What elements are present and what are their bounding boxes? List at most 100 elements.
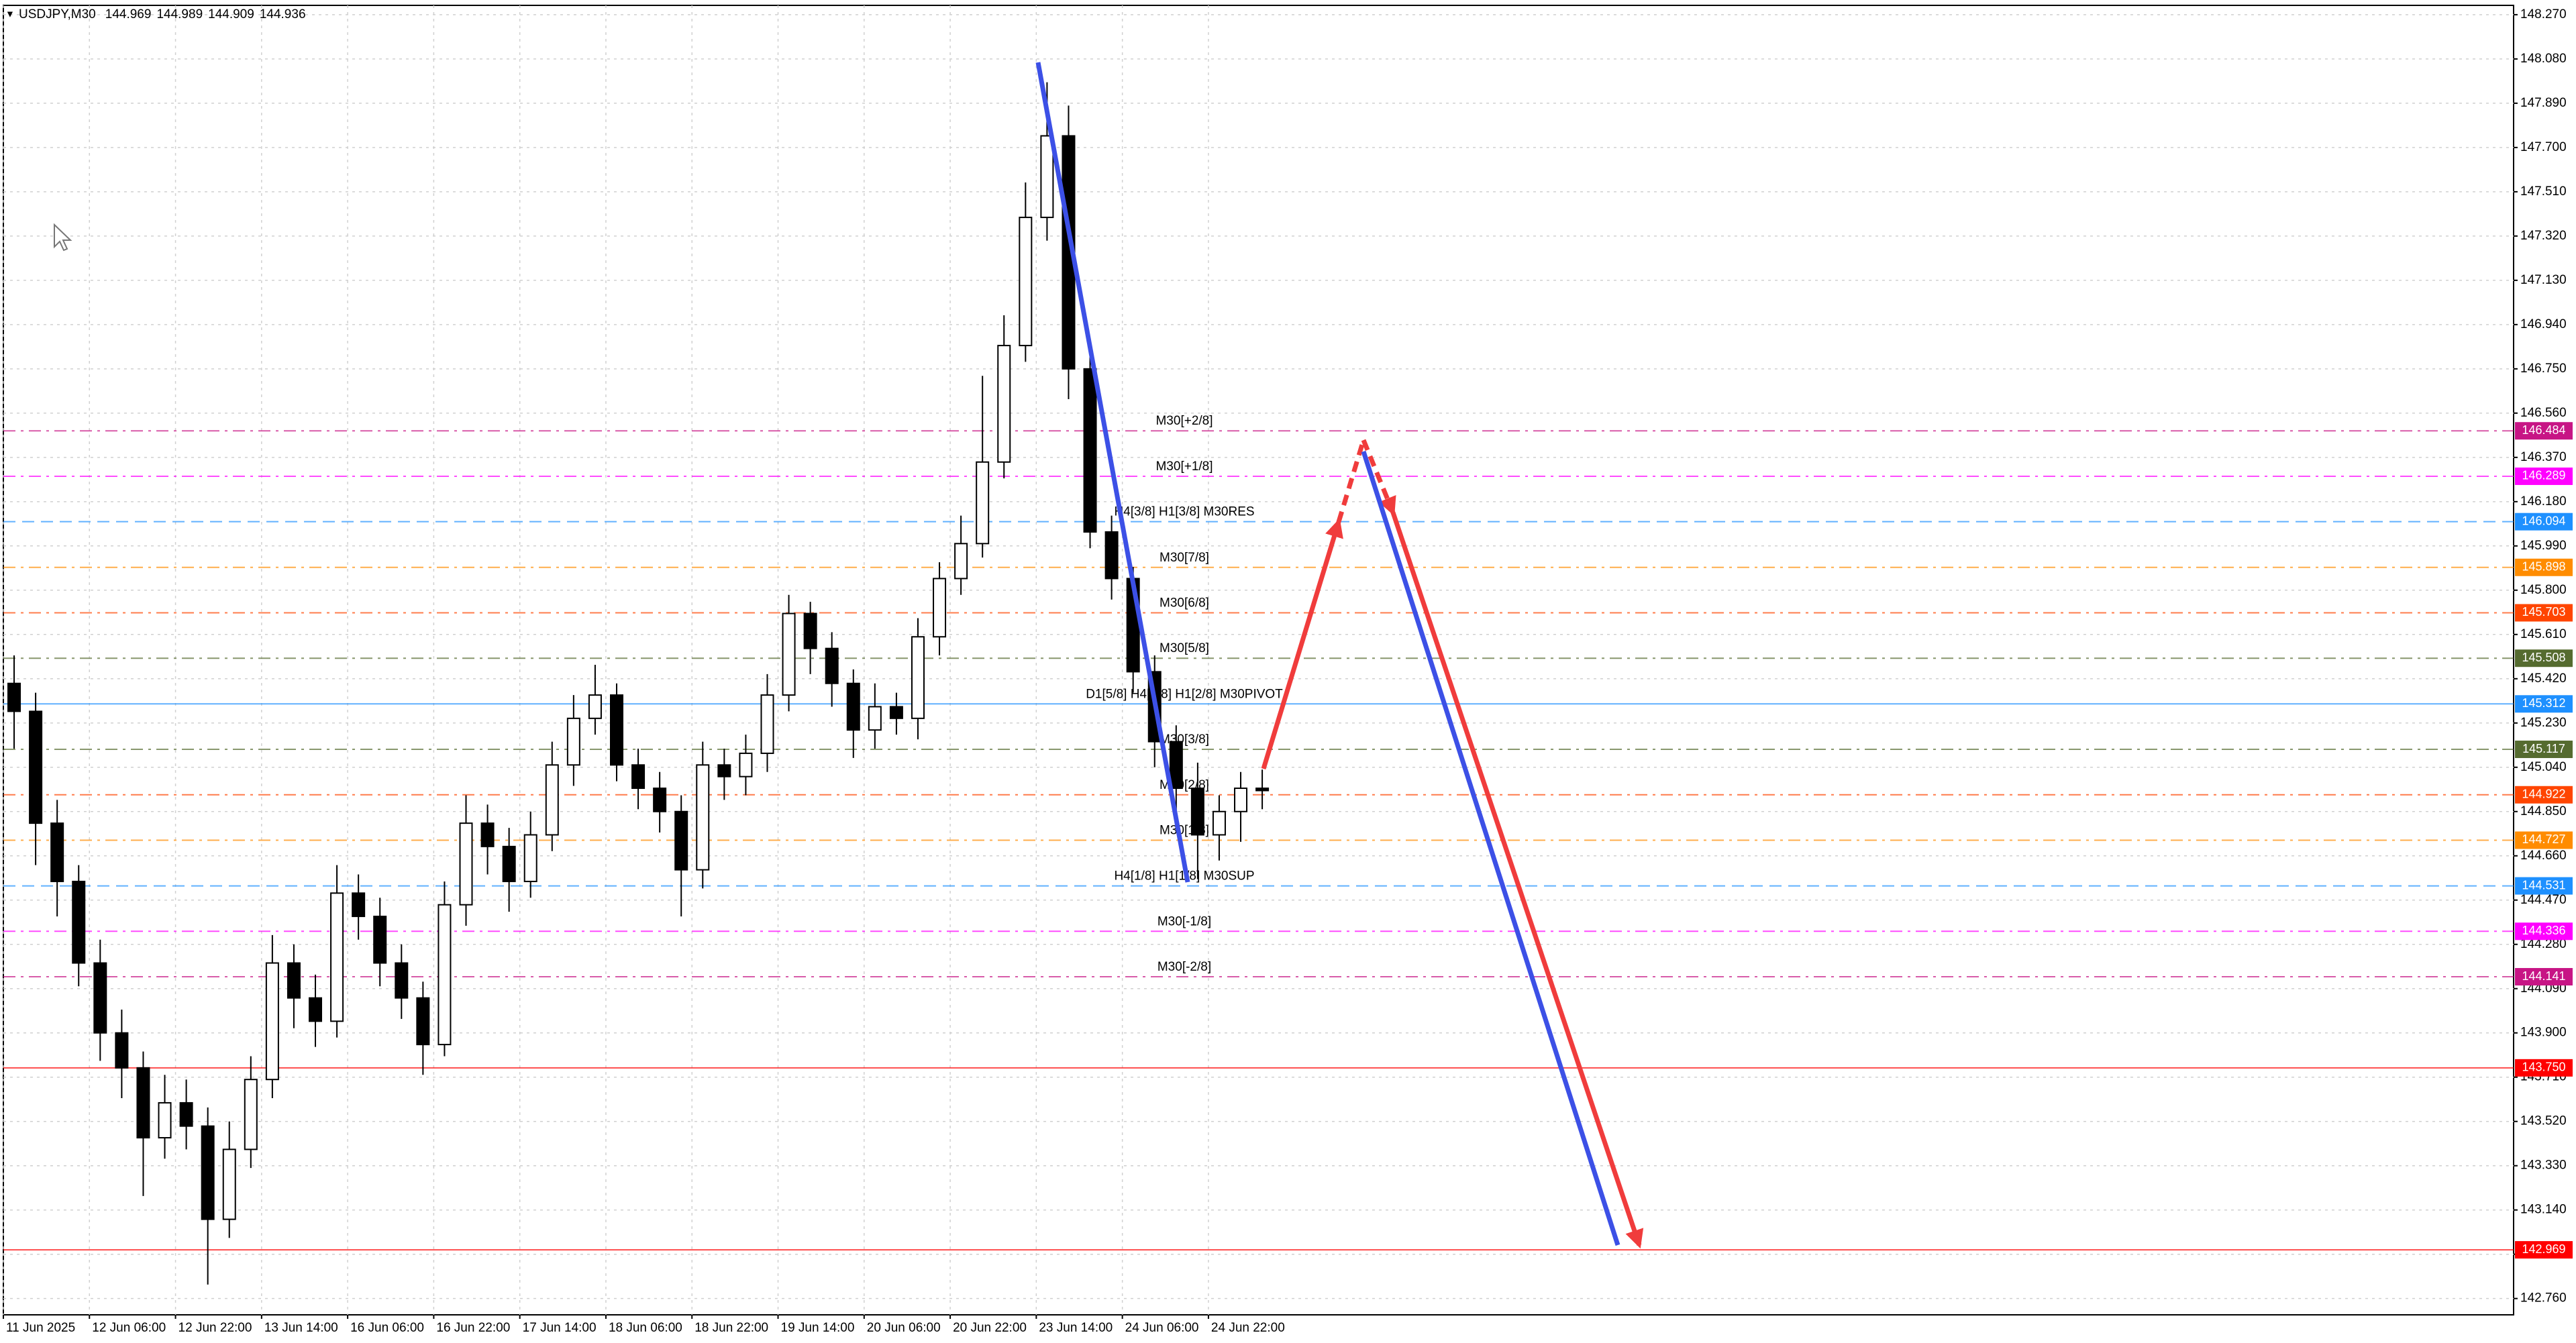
price-tag-label: 146.094	[2522, 514, 2565, 527]
price-tag	[2515, 968, 2573, 986]
price-tag	[2515, 922, 2573, 941]
forecast-arrow-dashed	[1336, 439, 1366, 523]
symbol: USDJPY,M30	[19, 7, 96, 21]
header-high: 144.989	[156, 7, 203, 21]
candle-body	[717, 764, 731, 777]
y-tick-label: 146.750	[2520, 362, 2567, 376]
y-tick-label: 145.040	[2520, 760, 2567, 774]
price-tag	[2515, 786, 2573, 804]
price-tag	[2515, 422, 2573, 440]
y-tick-label: 147.700	[2520, 140, 2567, 154]
candle-body	[523, 834, 537, 882]
drawings	[54, 62, 1644, 1249]
candle-body	[868, 706, 882, 731]
level-label: M30[6/8]	[1160, 596, 1209, 610]
level-label: M30[+1/8]	[1155, 460, 1213, 474]
x-tick-label: 17 Jun 14:00	[523, 1321, 597, 1335]
y-tick-label: 144.280	[2520, 937, 2567, 951]
price-tag	[2515, 558, 2573, 576]
y-tick-label: 147.130	[2520, 273, 2567, 287]
x-tick-label: 20 Jun 22:00	[953, 1321, 1027, 1335]
forecast-arrow-dashed	[1361, 439, 1396, 517]
candle-body	[201, 1125, 215, 1220]
header-low: 144.909	[208, 7, 254, 21]
candle-body	[933, 578, 947, 638]
candle-body	[115, 1032, 129, 1069]
x-tick-label: 18 Jun 22:00	[694, 1321, 768, 1335]
y-tick-label: 145.610	[2520, 627, 2567, 641]
level-label: M30[7/8]	[1160, 551, 1209, 565]
y-tick-label: 147.320	[2520, 229, 2567, 243]
price-tag-label: 144.727	[2522, 832, 2565, 846]
y-tick-label: 146.560	[2520, 406, 2567, 420]
candle-body	[674, 810, 688, 871]
header-close: 144.936	[260, 7, 306, 21]
candle-body	[653, 788, 667, 812]
candle-body	[1019, 217, 1033, 347]
candle-body	[566, 717, 580, 766]
candle-body	[825, 647, 839, 684]
price-tag	[2515, 513, 2573, 531]
y-tick-label: 143.140	[2520, 1203, 2567, 1217]
x-tick-label: 16 Jun 22:00	[436, 1321, 510, 1335]
candle-body	[244, 1079, 258, 1150]
candle-body	[72, 880, 86, 964]
price-tag	[2515, 649, 2573, 667]
price-tag-label: 146.289	[2522, 469, 2565, 482]
menu-triangle[interactable]: ▼	[5, 9, 15, 19]
y-tick-label: 147.510	[2520, 184, 2567, 199]
candle-body	[782, 612, 796, 696]
forecast-arrow	[1261, 518, 1343, 770]
x-tick-label: 24 Jun 06:00	[1125, 1321, 1199, 1335]
candle-body	[803, 612, 817, 649]
price-tag	[2515, 604, 2573, 622]
candle-body	[395, 962, 409, 999]
price-tag	[2515, 1241, 2573, 1259]
price-tag-label: 144.336	[2522, 924, 2565, 937]
y-tick-label: 143.900	[2520, 1026, 2567, 1040]
forecast-line	[1361, 450, 1620, 1246]
price-tag	[2515, 831, 2573, 849]
y-tick-label: 148.080	[2520, 52, 2567, 66]
candle-body	[352, 892, 366, 918]
header-open: 144.969	[105, 7, 152, 21]
price-tag	[2515, 877, 2573, 895]
candle-body	[265, 962, 279, 1081]
y-tick-label: 142.760	[2520, 1291, 2567, 1305]
x-tick-label: 20 Jun 06:00	[867, 1321, 941, 1335]
level-label: M30[5/8]	[1160, 641, 1209, 655]
level-label: M30[+2/8]	[1155, 414, 1213, 428]
y-tick-label: 146.180	[2520, 494, 2567, 508]
candle-body	[158, 1102, 172, 1139]
x-tick-label: 24 Jun 22:00	[1211, 1321, 1285, 1335]
candle-body	[1083, 368, 1097, 533]
level-label: H4[3/8] H1[3/8] M30RES	[1114, 505, 1254, 519]
x-tick-label: 11 Jun 2025	[6, 1321, 75, 1335]
x-tick-label: 19 Jun 14:00	[781, 1321, 855, 1335]
candle-body	[330, 892, 344, 1022]
y-tick-label: 146.940	[2520, 317, 2567, 331]
candle-body	[760, 694, 774, 754]
level-label: M30[3/8]	[1160, 733, 1209, 747]
candle-body	[911, 636, 925, 719]
candle-body	[609, 694, 623, 766]
y-tick-label: 143.520	[2520, 1114, 2567, 1128]
price-tag-label: 146.484	[2522, 423, 2565, 437]
candle-body	[1040, 135, 1054, 219]
y-tick-label: 147.890	[2520, 96, 2567, 110]
forecast-arrow	[1390, 511, 1644, 1249]
candle-body	[1104, 531, 1119, 580]
y-tick-label: 148.270	[2520, 7, 2567, 21]
candle-body	[480, 822, 495, 847]
y-tick-label: 145.420	[2520, 672, 2567, 686]
candle-body	[696, 764, 710, 871]
x-tick-label: 23 Jun 14:00	[1039, 1321, 1113, 1335]
candle-body	[631, 764, 646, 790]
candle-body	[437, 904, 452, 1046]
x-tick-label: 12 Jun 22:00	[178, 1321, 252, 1335]
price-tag-label: 145.898	[2522, 560, 2565, 574]
candle-body	[545, 764, 559, 836]
chart-header: USDJPY,M30 144.969 144.989 144.909 144.936	[19, 7, 306, 21]
price-tag	[2515, 1059, 2573, 1077]
